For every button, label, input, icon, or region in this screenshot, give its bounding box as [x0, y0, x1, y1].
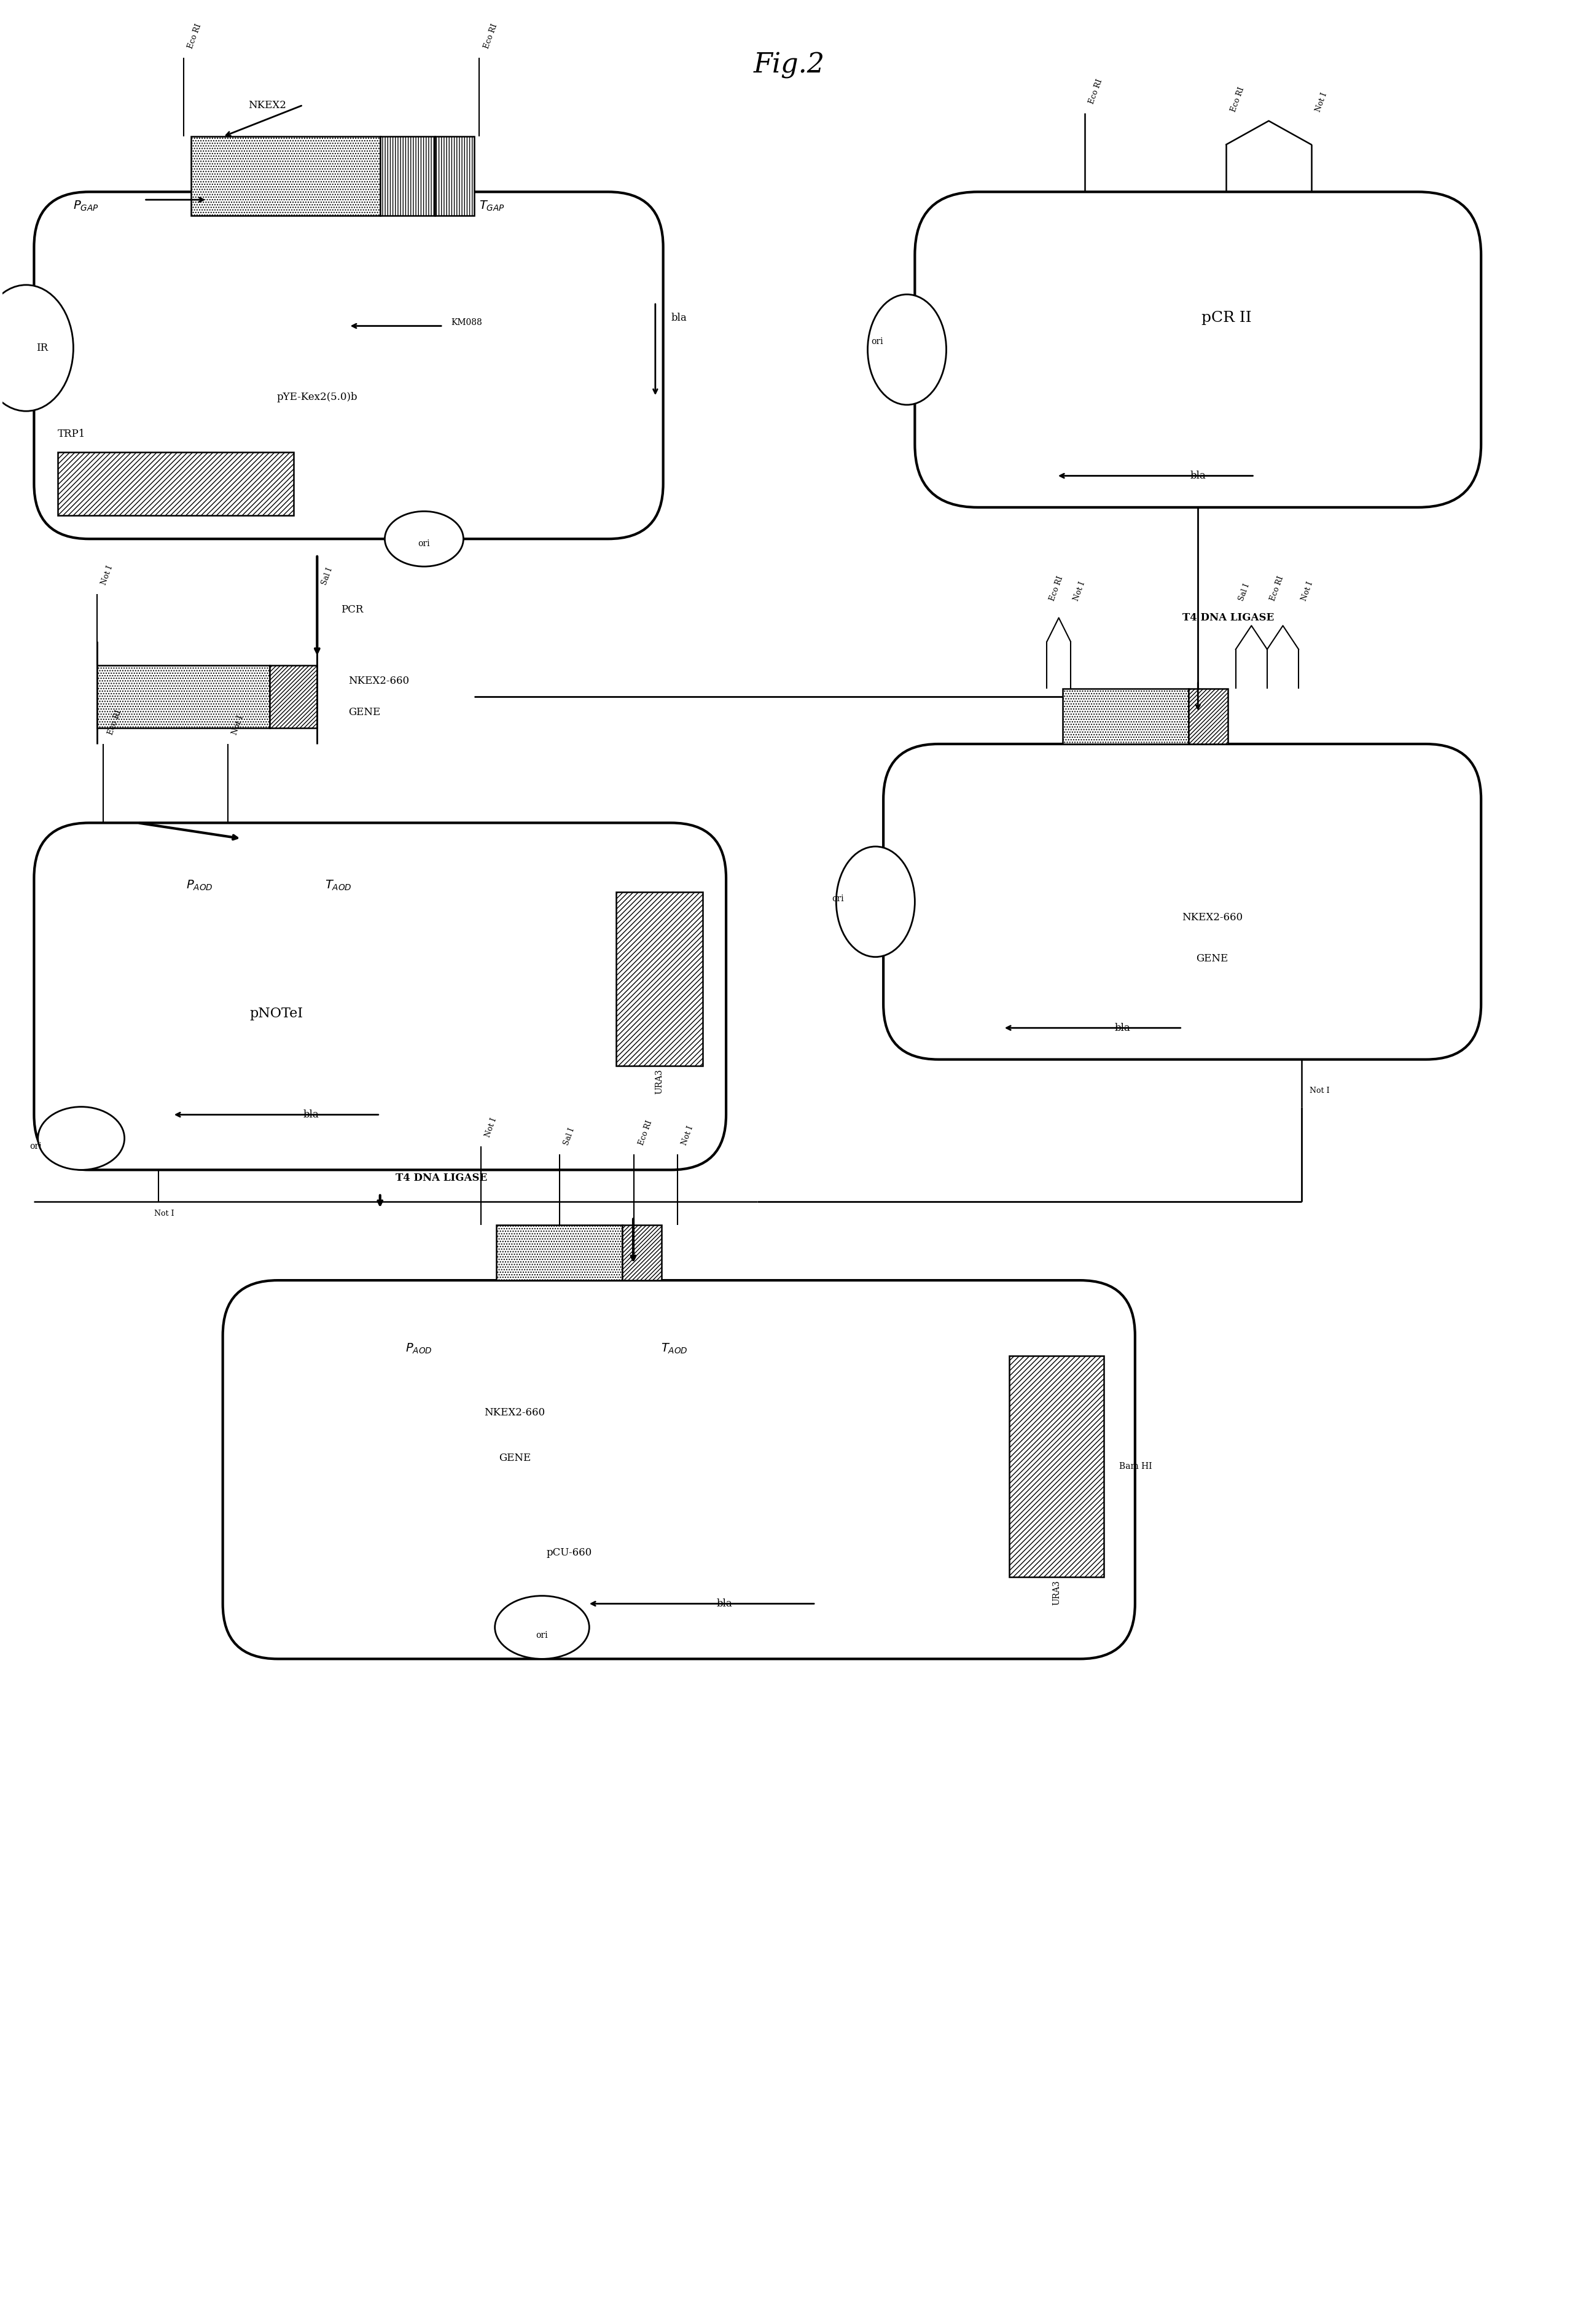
- Text: Eco RI: Eco RI: [1229, 86, 1245, 114]
- Text: NKEX2-660: NKEX2-660: [349, 676, 409, 686]
- FancyBboxPatch shape: [35, 823, 726, 1169]
- Bar: [1062, 688, 1188, 744]
- Text: Eco RI: Eco RI: [483, 23, 499, 49]
- Ellipse shape: [0, 286, 73, 411]
- Text: Not I: Not I: [1310, 1088, 1330, 1095]
- Text: Not I: Not I: [484, 1118, 499, 1139]
- Bar: [191, 137, 380, 216]
- Text: Sal I: Sal I: [320, 567, 335, 586]
- Text: Eco RI: Eco RI: [106, 709, 123, 737]
- Text: pCU-660: pCU-660: [546, 1548, 592, 1557]
- Text: Not I: Not I: [1300, 581, 1314, 602]
- Text: pCR II: pCR II: [1201, 311, 1251, 325]
- Text: Not I: Not I: [230, 713, 245, 737]
- Text: Not I: Not I: [155, 1208, 174, 1218]
- Bar: [497, 1225, 622, 1281]
- Text: PCR: PCR: [341, 604, 363, 616]
- Text: bla: bla: [716, 1599, 732, 1608]
- Text: KM088: KM088: [451, 318, 481, 328]
- Bar: [270, 665, 317, 727]
- Ellipse shape: [868, 295, 947, 404]
- Text: Not I: Not I: [1314, 91, 1329, 114]
- Text: ori: ori: [537, 1631, 548, 1638]
- Bar: [436, 137, 475, 216]
- Bar: [1188, 688, 1228, 744]
- Text: Not I: Not I: [680, 1125, 694, 1146]
- FancyBboxPatch shape: [915, 193, 1482, 507]
- Text: Fig.2: Fig.2: [753, 53, 825, 79]
- Text: NKEX2-660: NKEX2-660: [484, 1408, 544, 1418]
- Text: T4 DNA LIGASE: T4 DNA LIGASE: [396, 1174, 488, 1183]
- Text: Eco RI: Eco RI: [186, 23, 204, 49]
- Text: $P_{GAP}$: $P_{GAP}$: [73, 200, 99, 214]
- Text: T4 DNA LIGASE: T4 DNA LIGASE: [1182, 614, 1273, 623]
- Text: Eco RI: Eco RI: [638, 1120, 653, 1146]
- Bar: [1010, 1355, 1103, 1578]
- Bar: [615, 892, 702, 1067]
- Text: TRP1: TRP1: [58, 430, 85, 439]
- Bar: [380, 137, 436, 216]
- Text: $T_{AOD}$: $T_{AOD}$: [325, 878, 352, 892]
- Text: Eco RI: Eco RI: [1269, 574, 1284, 602]
- Ellipse shape: [38, 1106, 125, 1169]
- Text: bla: bla: [1114, 1023, 1130, 1034]
- Bar: [622, 1225, 661, 1281]
- FancyBboxPatch shape: [35, 193, 663, 539]
- Text: URA3: URA3: [655, 1069, 663, 1095]
- Text: $P_{AOD}$: $P_{AOD}$: [186, 878, 213, 892]
- Text: Sal I: Sal I: [562, 1127, 576, 1146]
- Text: $P_{AOD}$: $P_{AOD}$: [406, 1341, 432, 1355]
- Text: IR: IR: [36, 344, 47, 353]
- Text: URA3: URA3: [1053, 1580, 1060, 1606]
- Text: GENE: GENE: [349, 706, 380, 718]
- Ellipse shape: [385, 511, 464, 567]
- Text: Bam HI: Bam HI: [1119, 1462, 1152, 1471]
- Text: Eco RI: Eco RI: [1087, 79, 1105, 105]
- Text: bla: bla: [671, 314, 686, 323]
- FancyBboxPatch shape: [884, 744, 1482, 1060]
- Bar: [96, 665, 270, 727]
- FancyBboxPatch shape: [222, 1281, 1135, 1659]
- Text: NKEX2: NKEX2: [248, 100, 286, 109]
- Text: pYE-Kex2(5.0)b: pYE-Kex2(5.0)b: [276, 393, 358, 402]
- Text: ori: ori: [832, 895, 844, 902]
- Text: pNOTeI: pNOTeI: [249, 1006, 303, 1020]
- Text: Not I: Not I: [99, 565, 115, 586]
- Text: ori: ori: [30, 1141, 43, 1150]
- Bar: [58, 453, 294, 516]
- Text: ori: ori: [418, 539, 431, 548]
- Text: Sal I: Sal I: [1237, 583, 1251, 602]
- Text: bla: bla: [303, 1109, 319, 1120]
- Ellipse shape: [495, 1597, 589, 1659]
- Text: Not I: Not I: [1071, 581, 1086, 602]
- Text: NKEX2-660: NKEX2-660: [1182, 913, 1242, 923]
- Text: Eco RI: Eco RI: [1048, 574, 1065, 602]
- Text: $T_{GAP}$: $T_{GAP}$: [480, 200, 505, 214]
- Text: GENE: GENE: [1196, 953, 1228, 964]
- Ellipse shape: [836, 846, 915, 957]
- Text: GENE: GENE: [499, 1452, 530, 1464]
- Text: $T_{AOD}$: $T_{AOD}$: [661, 1341, 688, 1355]
- Text: bla: bla: [1190, 469, 1206, 481]
- Text: ori: ori: [871, 337, 884, 346]
